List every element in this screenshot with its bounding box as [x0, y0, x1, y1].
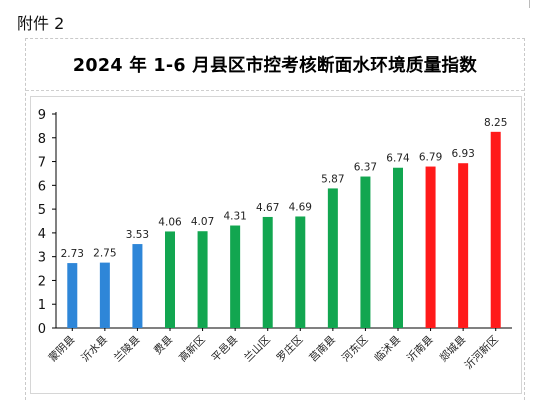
bar	[67, 263, 78, 328]
x-tick-label: 平邑县	[210, 334, 241, 365]
bar	[327, 188, 338, 328]
y-tick-label: 5	[38, 203, 46, 218]
data-label: 3.53	[126, 229, 149, 241]
chart-title: 2024 年 1-6 月县区市控考核断面水环境质量指数	[72, 56, 478, 76]
x-tick-label: 罗庄区	[274, 333, 305, 364]
data-label: 5.87	[321, 173, 344, 185]
x-tick-label: 临沭县	[372, 333, 403, 364]
data-label: 6.37	[354, 162, 377, 174]
y-tick-label: 7	[38, 156, 46, 171]
y-tick-label: 0	[38, 322, 46, 337]
x-tick-label: 莒南县	[307, 333, 338, 364]
x-tick-label: 高新区	[176, 333, 207, 364]
bar	[165, 231, 175, 328]
y-tick-label: 3	[38, 251, 46, 266]
document-frame	[25, 38, 525, 400]
data-label: 4.67	[256, 202, 279, 214]
data-label: 6.74	[386, 153, 410, 165]
chart-area	[30, 96, 522, 394]
y-tick-label: 4	[38, 227, 46, 242]
x-tick-label: 沂水县	[79, 333, 110, 364]
bar	[262, 216, 273, 328]
attachment-label: 附件 2	[17, 14, 65, 33]
y-tick-label: 8	[38, 132, 46, 147]
bar	[490, 131, 501, 328]
bar	[197, 231, 208, 328]
data-label: 6.93	[451, 148, 474, 160]
bar	[360, 176, 371, 328]
y-tick-label: 9	[38, 108, 46, 123]
data-label: 4.07	[191, 216, 214, 228]
x-tick-label: 蒙阴县	[46, 333, 77, 364]
bar	[132, 244, 143, 328]
data-label: 2.75	[93, 248, 116, 260]
bar	[425, 166, 436, 328]
bar	[458, 163, 469, 328]
x-tick-label: 兰陵县	[111, 333, 142, 364]
x-tick-label: 郯城县	[437, 333, 468, 364]
y-tick-label: 2	[38, 274, 46, 289]
data-label: 6.79	[419, 152, 442, 164]
y-tick-label: 1	[38, 298, 46, 313]
x-tick-label: 沂南县	[404, 333, 435, 364]
title-box: 2024 年 1-6 月县区市控考核断面水环境质量指数	[26, 39, 524, 91]
x-tick-label: 河东区	[339, 333, 370, 364]
data-label: 4.31	[223, 211, 246, 223]
x-tick-label: 沂河新区	[462, 333, 501, 372]
x-tick-label: 兰山区	[241, 333, 272, 364]
page-edge-rule	[529, 0, 530, 8]
data-label: 4.06	[158, 216, 182, 228]
bar	[99, 262, 110, 328]
data-label: 4.69	[289, 201, 312, 213]
bar	[230, 225, 241, 328]
bar	[295, 216, 306, 328]
data-label: 8.25	[484, 117, 507, 129]
y-tick-label: 6	[38, 179, 46, 194]
x-tick-label: 费县	[151, 333, 175, 357]
data-label: 2.73	[61, 248, 84, 260]
bar	[393, 167, 403, 328]
